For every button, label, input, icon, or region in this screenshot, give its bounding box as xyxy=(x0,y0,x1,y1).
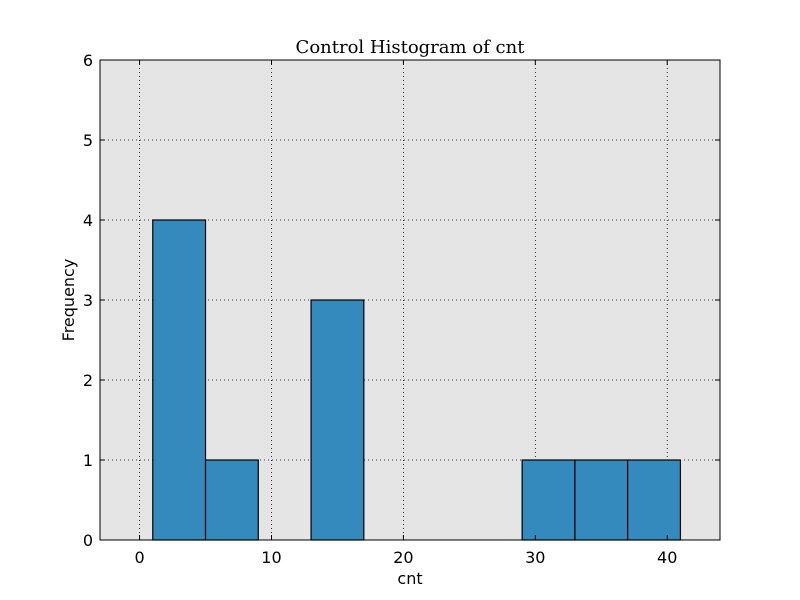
histogram-bars xyxy=(152,219,682,541)
chart-title: Control Histogram of cnt xyxy=(296,37,526,58)
x-axis-ticks: 0 10 20 30 40 xyxy=(134,60,677,567)
y-tick-label: 3 xyxy=(83,291,93,310)
histogram-bar xyxy=(574,459,629,541)
x-tick-label: 30 xyxy=(525,548,545,567)
y-tick-label: 2 xyxy=(83,371,93,390)
y-tick-label: 4 xyxy=(83,211,93,230)
histogram-bar xyxy=(627,459,682,541)
y-tick-label: 0 xyxy=(83,531,93,550)
histogram-bar xyxy=(521,459,576,541)
y-axis-ticks: 0 1 2 3 4 5 6 xyxy=(83,51,720,550)
x-tick-label: 0 xyxy=(134,548,144,567)
y-tick-label: 5 xyxy=(83,131,93,150)
y-tick-label: 1 xyxy=(83,451,93,470)
x-tick-label: 10 xyxy=(261,548,281,567)
histogram-bar xyxy=(152,219,207,541)
histogram-bar xyxy=(310,299,365,541)
histogram-bar xyxy=(204,459,259,541)
x-axis-label: cnt xyxy=(397,569,422,588)
x-tick-label: 20 xyxy=(393,548,413,567)
x-tick-label: 40 xyxy=(657,548,677,567)
y-tick-label: 6 xyxy=(83,51,93,70)
y-axis-label: Frequency xyxy=(59,259,78,342)
